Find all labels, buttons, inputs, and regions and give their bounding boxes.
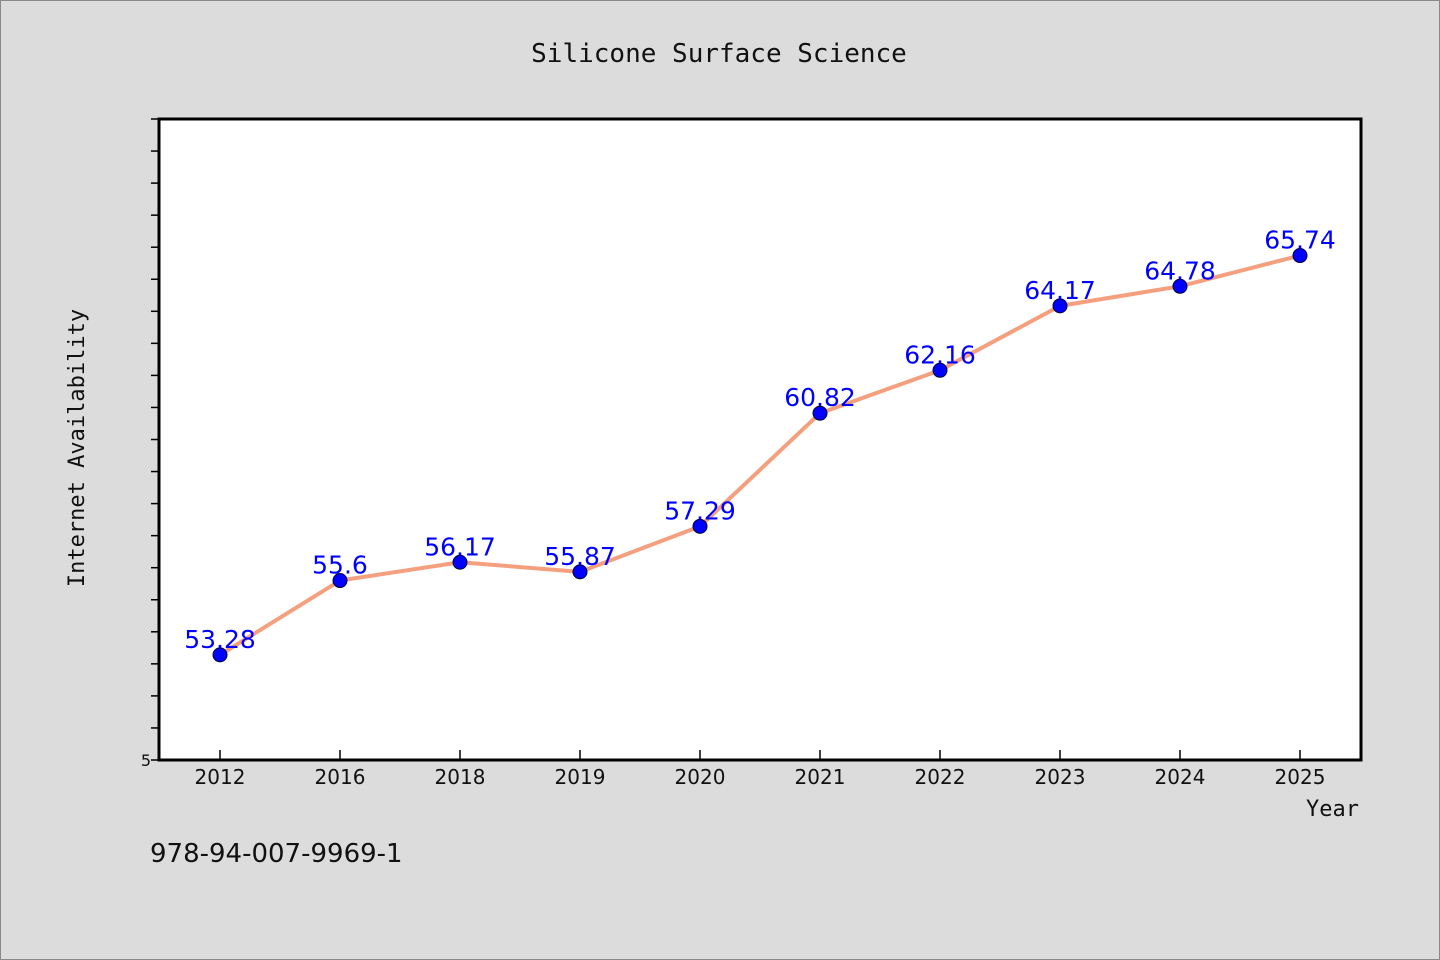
- data-markers: [212, 248, 1308, 663]
- x-tick-label: 2025: [1275, 765, 1326, 789]
- chart-title: Silicone Surface Science: [531, 39, 907, 69]
- data-point: [1292, 248, 1308, 264]
- y-axis-label: Internet Availability: [65, 309, 90, 587]
- x-tick-label: 2012: [195, 765, 246, 789]
- x-tick-label: 2018: [435, 765, 486, 789]
- x-tick-label: 2023: [1035, 765, 1086, 789]
- x-tick-label: 2021: [795, 765, 846, 789]
- x-tick-label: 2024: [1155, 765, 1206, 789]
- data-label: 55.87: [544, 542, 616, 571]
- data-point: [1052, 298, 1068, 314]
- plot-area: [157, 117, 1363, 762]
- isbn-footnote: 978-94-007-9969-1: [150, 839, 403, 869]
- y-tick-label: 5: [141, 751, 151, 770]
- data-point: [452, 554, 468, 570]
- y-axis-ticks: 5: [141, 118, 159, 770]
- data-label: 60.82: [784, 383, 856, 412]
- data-point: [692, 518, 708, 534]
- data-point: [572, 564, 588, 580]
- data-point: [332, 573, 348, 589]
- data-label: 62.16: [904, 340, 976, 369]
- x-tick-label: 2020: [675, 765, 726, 789]
- x-tick-label: 2022: [915, 765, 966, 789]
- data-point: [812, 405, 828, 421]
- data-label: 65.74: [1264, 226, 1336, 255]
- data-point: [932, 362, 948, 378]
- data-point: [212, 647, 228, 663]
- data-label: 64.78: [1144, 256, 1216, 285]
- data-label: 64.17: [1024, 276, 1096, 305]
- data-label: 56.17: [424, 532, 496, 561]
- x-tick-label: 2016: [315, 765, 366, 789]
- data-label: 53.28: [184, 625, 256, 654]
- series-line: [218, 253, 1301, 657]
- x-axis-label: Year: [1306, 797, 1359, 822]
- data-label: 55.6: [312, 551, 368, 580]
- data-label: 57.29: [664, 496, 736, 525]
- x-axis-ticks: 2012 2016 2018 2019 2020 2021 2022 2023 2024 2025: [195, 750, 1326, 789]
- x-tick-label: 2019: [555, 765, 606, 789]
- data-labels: 53.28 55.6 56.17 55.87 57.29 60.82 62.16 64.17 6…: [184, 226, 1336, 654]
- data-point: [1172, 278, 1188, 294]
